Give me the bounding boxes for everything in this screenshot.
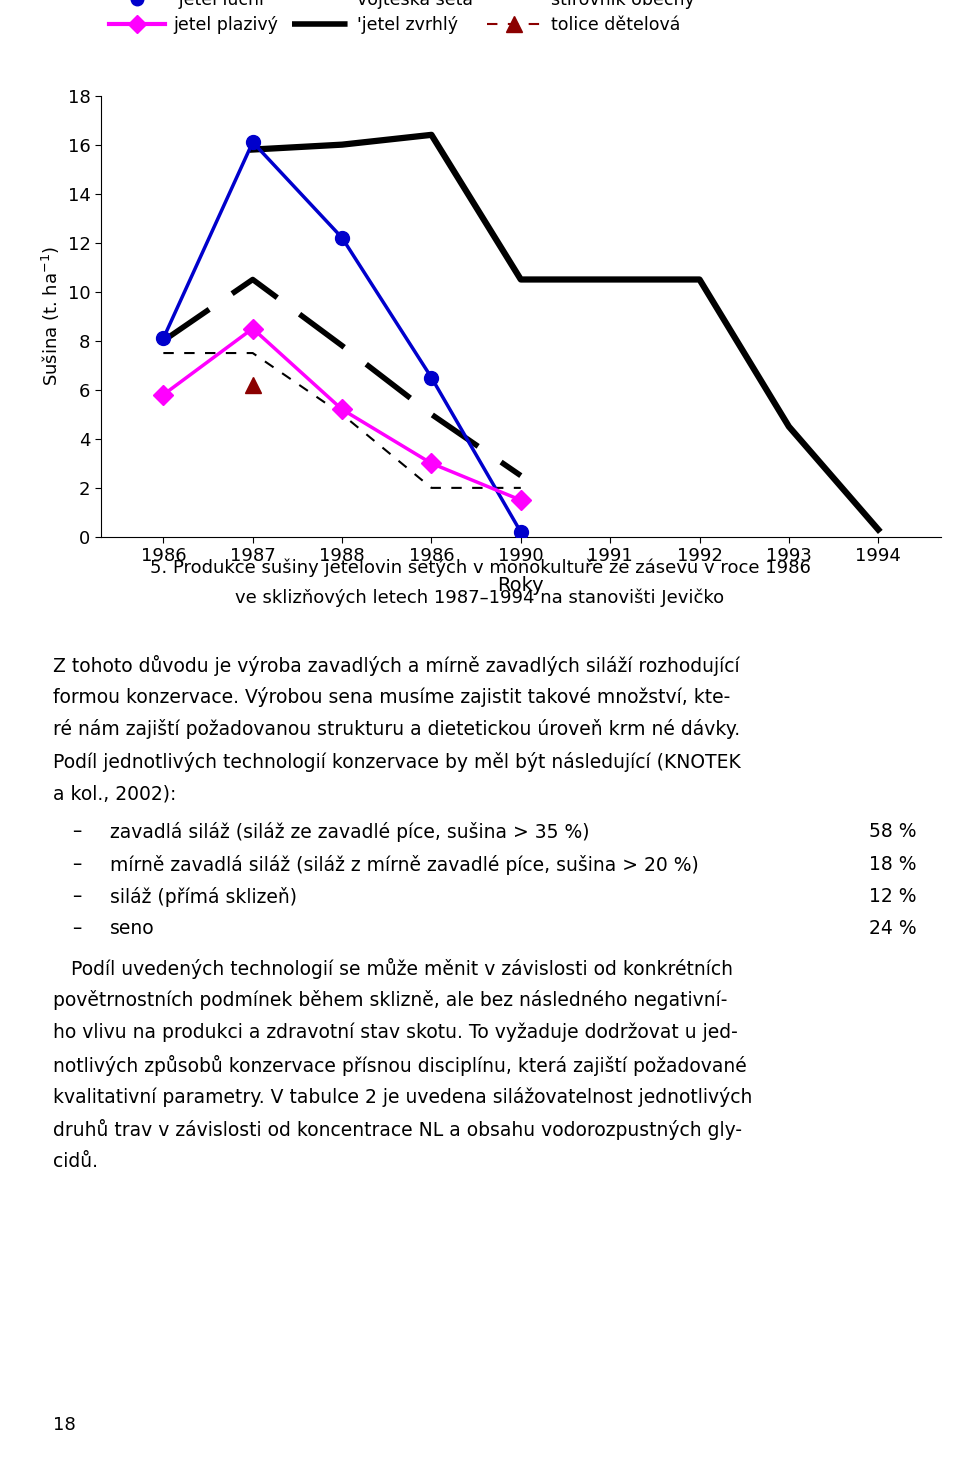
Text: povětrnostních podmínek během sklizně, ale bez následného negativní-: povětrnostních podmínek během sklizně, a… <box>53 990 727 1011</box>
Text: siláž (přímá sklizeň): siláž (přímá sklizeň) <box>110 887 298 908</box>
Text: kvalitativní parametry. V tabulce 2 je uvedena silážovatelnost jednotlivých: kvalitativní parametry. V tabulce 2 je u… <box>53 1087 753 1108</box>
Text: mírně zavadlá siláž (siláž z mírně zavadlé píce, sušina > 20 %): mírně zavadlá siláž (siláž z mírně zavad… <box>110 855 699 875</box>
Text: 58 %: 58 % <box>870 822 917 841</box>
Text: cidů.: cidů. <box>53 1152 98 1171</box>
Text: zavadlá siláž (siláž ze zavadlé píce, sušina > 35 %): zavadlá siláž (siláž ze zavadlé píce, su… <box>110 822 589 843</box>
Text: 18 %: 18 % <box>870 855 917 874</box>
Text: –: – <box>72 855 82 874</box>
X-axis label: Roky: Roky <box>497 577 544 596</box>
Text: 5. Produkce sušiny jetelovin setých v monokultuře ze zásevu v roce 1986: 5. Produkce sušiny jetelovin setých v mo… <box>150 559 810 578</box>
Text: 12 %: 12 % <box>870 887 917 906</box>
Text: druhů trav v závislosti od koncentrace NL a obsahu vodorozpustných gly-: druhů trav v závislosti od koncentrace N… <box>53 1119 742 1140</box>
Text: –: – <box>72 919 82 938</box>
Text: Podíl jednotlivých technologií konzervace by měl být následující (KNOTEK: Podíl jednotlivých technologií konzervac… <box>53 752 740 772</box>
Text: ré nám zajiští požadovanou strukturu a dietetickou úroveň krm né dávky.: ré nám zajiští požadovanou strukturu a d… <box>53 719 740 740</box>
Text: Podíl uvedených technologií se může měnit v závislosti od konkrétních: Podíl uvedených technologií se může měni… <box>53 958 732 978</box>
Text: 24 %: 24 % <box>869 919 917 938</box>
Text: Z tohoto důvodu je výroba zavadlých a mírně zavadlých siláží rozhodující: Z tohoto důvodu je výroba zavadlých a mí… <box>53 655 739 675</box>
Y-axis label: Sušina (t. ha$^{-1}$): Sušina (t. ha$^{-1}$) <box>40 246 62 387</box>
Text: –: – <box>72 887 82 906</box>
Text: ve sklizňových letech 1987–1994 na stanovišti Jevičko: ve sklizňových letech 1987–1994 na stano… <box>235 588 725 608</box>
Text: a kol., 2002):: a kol., 2002): <box>53 784 177 803</box>
Text: 18: 18 <box>53 1417 76 1434</box>
Text: seno: seno <box>110 919 155 938</box>
Legend: 'jetel luční, jetel plazivý, vojtěška setá, 'jetel zvrhlý, štírovník obecný, tol: 'jetel luční, jetel plazivý, vojtěška se… <box>109 0 695 34</box>
Text: ho vlivu na produkci a zdravotní stav skotu. To vyžaduje dodržovat u jed-: ho vlivu na produkci a zdravotní stav sk… <box>53 1022 737 1041</box>
Text: –: – <box>72 822 82 841</box>
Text: notlivých způsobů konzervace přísnou disciplínu, která zajiští požadované: notlivých způsobů konzervace přísnou dis… <box>53 1055 747 1075</box>
Text: formou konzervace. Výrobou sena musíme zajistit takové množství, kte-: formou konzervace. Výrobou sena musíme z… <box>53 687 730 708</box>
